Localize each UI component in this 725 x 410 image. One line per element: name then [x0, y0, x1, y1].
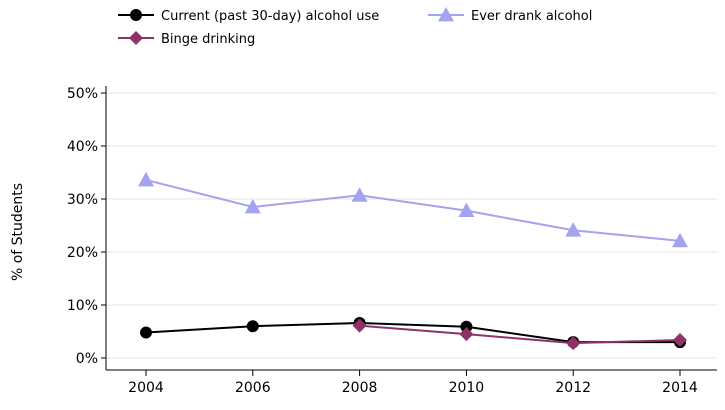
gridlines — [106, 92, 717, 359]
x-tick-label: 2008 — [342, 380, 378, 396]
series-line — [359, 324, 681, 345]
legend-marker — [130, 9, 142, 21]
legend-item: Binge drinking — [118, 31, 255, 47]
series-diamond — [352, 318, 687, 351]
series-line — [145, 322, 680, 344]
data-point — [351, 187, 368, 202]
data-point — [140, 326, 152, 339]
legend-marker — [438, 7, 454, 22]
y-tick-label: 0% — [76, 351, 98, 367]
y-tick-label: 20% — [67, 245, 98, 261]
data-point — [460, 320, 473, 333]
data-point — [565, 222, 582, 237]
series-layer — [138, 171, 688, 351]
legend-label: Binge drinking — [161, 32, 255, 47]
series-triangle — [138, 171, 688, 248]
data-point — [138, 171, 154, 187]
y-tick-label: 10% — [67, 298, 98, 314]
data-point — [459, 327, 474, 342]
y-tick-label: 40% — [67, 139, 98, 155]
legend-marker — [129, 31, 143, 45]
y-tick-label: 50% — [67, 86, 98, 102]
x-tick-label: 2012 — [555, 380, 591, 396]
legend: Current (past 30-day) alcohol use Ever dr… — [118, 7, 592, 47]
series-circle — [140, 317, 686, 349]
series-line — [145, 178, 681, 242]
x-tick-label: 2006 — [235, 380, 271, 396]
y-tick-label: 30% — [67, 192, 98, 208]
x-tick-label: 2014 — [662, 380, 698, 396]
y-axis-title: % of Students — [10, 183, 26, 281]
data-point — [246, 320, 259, 333]
data-point — [566, 336, 581, 351]
legend-item: Current (past 30-day) alcohol use — [118, 9, 379, 24]
data-point — [352, 318, 367, 333]
data-point — [244, 198, 261, 214]
x-tick-label: 2004 — [128, 380, 164, 396]
legend-item: Ever drank alcohol — [428, 7, 592, 24]
axes: 0% 10% 20% 30% 40% 50% 2004 2006 2008 2010 2012 201… — [67, 86, 717, 396]
legend-label: Current (past 30-day) alcohol use — [161, 9, 379, 24]
data-point — [458, 202, 475, 218]
data-point — [672, 232, 688, 248]
legend-label: Ever drank alcohol — [471, 9, 592, 24]
x-tick-label: 2010 — [449, 380, 485, 396]
data-point — [673, 332, 687, 347]
